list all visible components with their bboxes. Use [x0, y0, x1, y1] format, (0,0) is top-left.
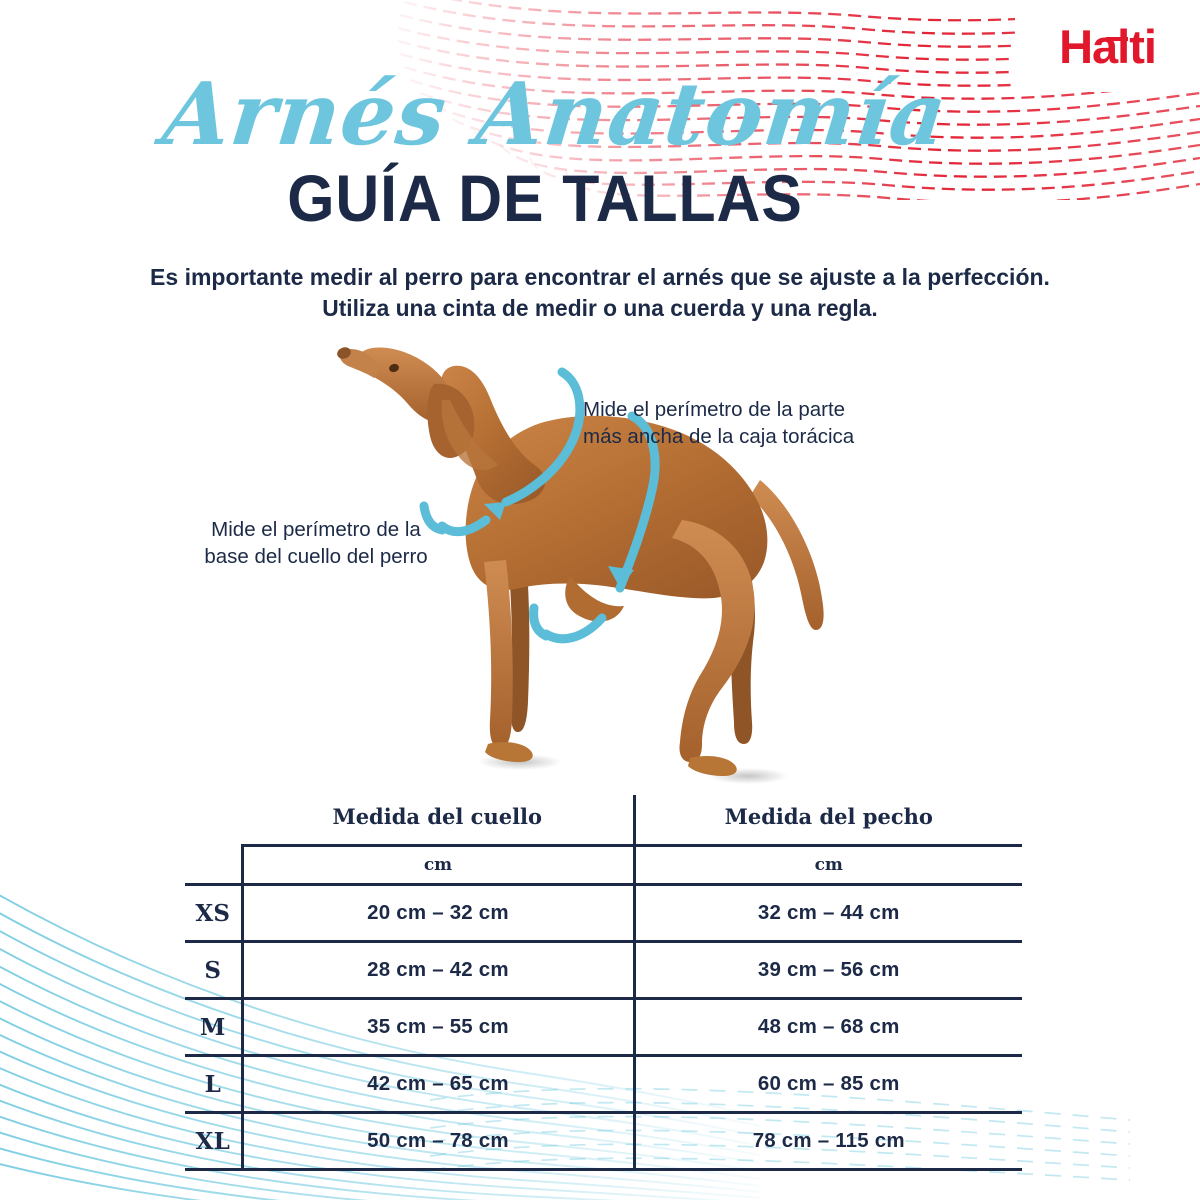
table-row: M 35 cm – 55 cm 48 cm – 68 cm — [185, 998, 1022, 1057]
row-chest: 32 cm – 44 cm — [634, 884, 1022, 943]
dog-belly-tuck — [565, 576, 624, 622]
neck-measurement-label: Mide el perímetro de la base del cuello … — [190, 516, 442, 571]
brand-logo: Halti — [1015, 0, 1200, 92]
group-header-neck: Medida del cuello — [242, 795, 636, 846]
row-size: M — [185, 998, 242, 1057]
chest-label-line-1: Mide el perímetro de la parte — [583, 398, 846, 421]
logo-strike-detail — [1106, 37, 1129, 42]
script-title: Arnés Anatomía — [158, 64, 952, 165]
table-row: XL 50 cm – 78 cm 78 cm – 115 cm — [185, 1112, 1022, 1171]
unit-size — [185, 845, 242, 886]
dog-front-leg-near — [484, 560, 513, 748]
row-size: XS — [185, 884, 242, 943]
row-neck: 42 cm – 65 cm — [240, 1055, 636, 1114]
table-row: XS 20 cm – 32 cm 32 cm – 44 cm — [185, 884, 1022, 943]
chest-label-line-2: más ancha de la caja torácica — [583, 425, 855, 449]
logo-label: Halti — [1059, 19, 1157, 73]
neck-label-line-2: base del cuello del perro — [204, 545, 428, 569]
table-unit-row: cm cm — [185, 844, 1022, 886]
row-chest: 39 cm – 56 cm — [634, 941, 1022, 1000]
dog-hind-leg-near — [672, 520, 755, 762]
dog-throat-shading — [441, 400, 498, 471]
row-neck: 20 cm – 32 cm — [240, 884, 636, 943]
row-neck: 50 cm – 78 cm — [240, 1112, 636, 1171]
row-size: L — [185, 1055, 242, 1114]
subtitle-line-2: Utiliza una cinta de medir o una cuerda … — [322, 295, 878, 322]
dog-front-paw — [485, 742, 533, 762]
table-row: S 28 cm – 42 cm 39 cm – 56 cm — [185, 941, 1022, 1000]
row-neck: 35 cm – 55 cm — [240, 998, 636, 1057]
subtitle: Es importante medir al perro para encont… — [100, 262, 1100, 324]
dog-muzzle — [340, 349, 382, 378]
dog-rear-paw — [688, 756, 737, 776]
logo-wordmark: Halti — [1059, 19, 1157, 74]
page-title: GUÍA DE TALLAS — [287, 161, 803, 235]
subtitle-line-1: Es importante medir al perro para encont… — [150, 264, 1050, 290]
unit-chest: cm — [634, 844, 1022, 886]
dog-nose — [337, 347, 351, 359]
dog-tail — [750, 480, 824, 630]
dog-front-leg-far — [508, 556, 530, 732]
group-header-chest: Medida del pecho — [724, 804, 933, 829]
chest-measurement-label: Mide el perímetro de la parte más ancha … — [583, 396, 913, 451]
row-chest: 60 cm – 85 cm — [634, 1055, 1022, 1114]
group-header-size — [185, 795, 242, 846]
neck-label-line-1: Mide el perímetro de la — [211, 518, 421, 541]
row-chest: 48 cm – 68 cm — [634, 998, 1022, 1057]
table-row: L 42 cm – 65 cm 60 cm – 85 cm — [185, 1055, 1022, 1114]
row-size: XL — [185, 1112, 242, 1171]
size-table-container: Medida del cuello Medida del pecho cm cm… — [185, 795, 1025, 1171]
unit-neck: cm — [240, 844, 636, 886]
row-size: S — [185, 941, 242, 1000]
row-neck: 28 cm – 42 cm — [240, 941, 636, 1000]
row-chest: 78 cm – 115 cm — [634, 1112, 1022, 1171]
size-table: Medida del cuello Medida del pecho cm cm… — [185, 795, 1022, 1171]
table-group-header-row: Medida del cuello Medida del pecho — [185, 795, 1022, 846]
dog-eye — [389, 363, 399, 373]
